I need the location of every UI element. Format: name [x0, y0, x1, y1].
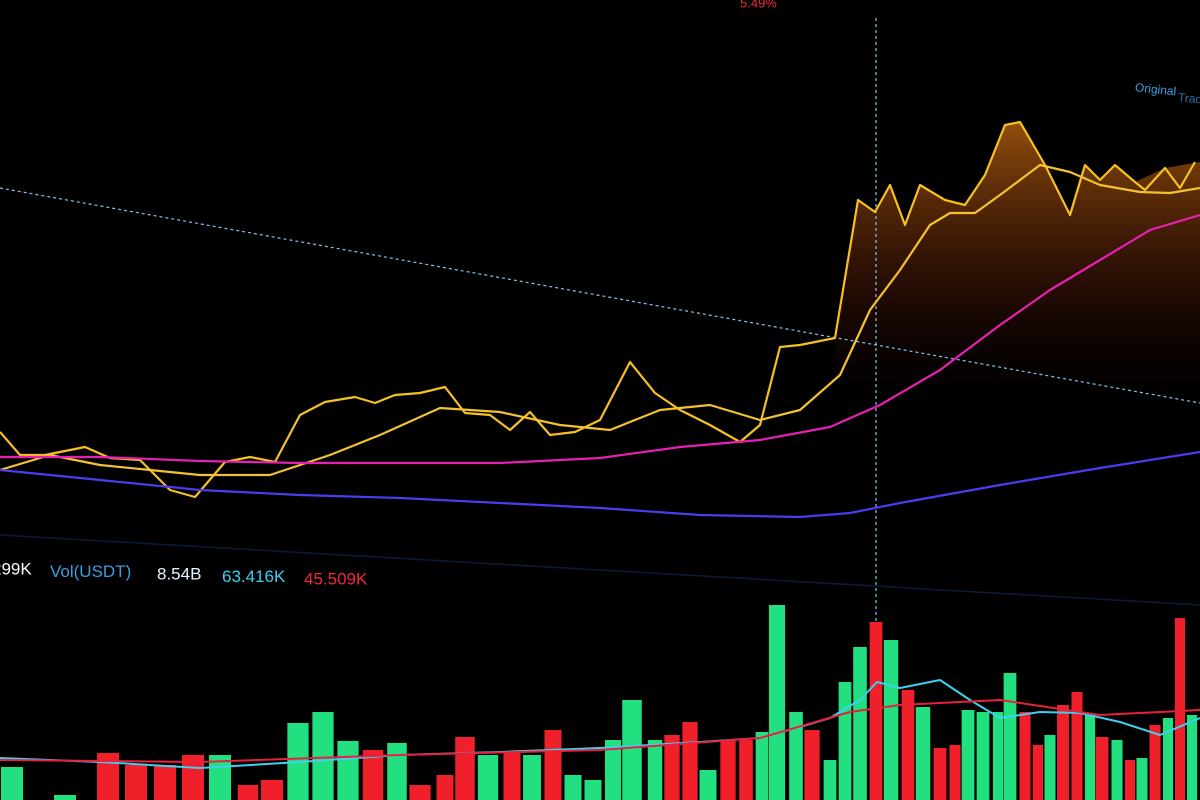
volume-bar [1044, 735, 1056, 800]
volume-bar [1032, 745, 1044, 800]
volume-bar [97, 753, 119, 800]
line-series [0, 679, 1200, 769]
volume-bar [125, 765, 147, 800]
volume-bar [755, 732, 769, 800]
volume-bar [604, 740, 622, 800]
volume-bar [503, 752, 521, 800]
volume-bar [933, 748, 947, 800]
volume-bar [1095, 737, 1109, 800]
volume-bar [961, 710, 975, 800]
volume-bar [261, 780, 283, 800]
volume-bar [237, 785, 259, 800]
line-series [0, 120, 1196, 499]
volume-bar [1084, 715, 1096, 800]
volume-bar [54, 795, 76, 800]
volume-bar [523, 755, 541, 800]
original-tab[interactable]: Original [1134, 80, 1177, 98]
volume-legend: Vol(USDT) [50, 562, 131, 581]
trading-tab[interactable]: Tradi [1177, 90, 1200, 107]
volume-bar [455, 737, 475, 800]
volume-legend: 299K [0, 559, 32, 578]
change-label: 5.49% [740, 0, 777, 10]
volume-bar [838, 682, 852, 800]
volume-legend: 8.54B [157, 564, 201, 583]
volume-bar [1162, 718, 1174, 800]
volume-bar [915, 707, 931, 800]
volume-bar [976, 712, 990, 800]
volume-bar [853, 647, 867, 800]
volume-bar [584, 780, 602, 800]
line-series [0, 699, 1200, 763]
volume-legend: 63.416K [222, 567, 286, 586]
volume-bar [647, 740, 663, 800]
plot: 299K Vol(USDT) 8.54B 63.416K 45.509K [0, 120, 1200, 800]
volume-bar [1124, 760, 1136, 800]
volume-bar [664, 735, 680, 800]
volume-legend: 45.509K [304, 569, 368, 588]
volume-bar [949, 745, 961, 800]
volume-bar [992, 712, 1004, 800]
volume-bar [544, 730, 562, 800]
volume-bar [1111, 740, 1123, 800]
volume-bar [789, 712, 803, 800]
line-series [0, 450, 1200, 519]
volume-bar [1071, 692, 1083, 800]
volume-bar [682, 722, 698, 800]
trend-line [0, 187, 1200, 404]
volume-bar [1003, 673, 1017, 800]
volume-bar [869, 622, 883, 800]
volume-bar [823, 760, 837, 800]
volume-bar [1149, 725, 1161, 800]
volume-bar [622, 700, 642, 800]
volume-bar [883, 640, 899, 800]
pane-divider [0, 534, 1200, 606]
volume-bar [720, 740, 736, 800]
volume-bar [337, 741, 359, 800]
volume-bar [362, 750, 384, 800]
volume-bar [154, 765, 176, 800]
volume-bar [409, 785, 431, 800]
volume-bar [312, 712, 334, 800]
line-series [0, 213, 1200, 465]
volume-bar [804, 730, 820, 800]
volume-bar [739, 740, 753, 800]
volume-bar [1186, 715, 1198, 800]
volume-bar [387, 743, 407, 800]
volume-bar [699, 770, 717, 800]
volume-bar [477, 755, 499, 800]
volume-bar [768, 605, 786, 800]
volume-bar [564, 775, 582, 800]
volume-bar [436, 775, 454, 800]
area-glow [835, 122, 1200, 420]
volume-bar [1057, 705, 1069, 800]
volume-bar [1136, 758, 1148, 800]
line-series [0, 163, 1200, 477]
volume-bar [1174, 618, 1186, 800]
volume-bar [901, 690, 915, 800]
volume-bar [1, 767, 23, 800]
volume-bar [1019, 712, 1031, 800]
